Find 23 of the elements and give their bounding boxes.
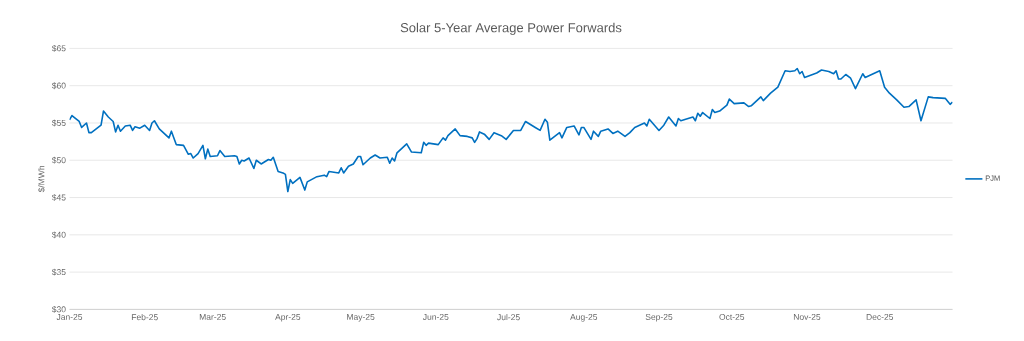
y-tick-label: $35 — [51, 268, 66, 276]
x-tick-label: Feb-25 — [131, 313, 158, 321]
y-tick-label: $55 — [51, 119, 66, 127]
x-tick-label: Oct-25 — [719, 313, 745, 320]
x-tick-label: Nov-25 — [793, 313, 821, 320]
y-tick-label: $50 — [51, 156, 66, 164]
x-tick-label: Dec-25 — [866, 313, 894, 320]
y-tick-label: $30 — [51, 305, 66, 313]
x-tick-label: Apr-25 — [275, 313, 301, 322]
x-tick-label: May-25 — [347, 313, 375, 322]
y-tick-label: $60 — [51, 82, 66, 90]
x-tick-label: Jun-25 — [422, 313, 449, 320]
x-tick-label: Mar-25 — [199, 313, 226, 320]
line-series — [69, 67, 953, 193]
chart-title: Solar 5-Year Average Power Forwards — [400, 22, 622, 35]
y-tick-label: $65 — [51, 44, 66, 52]
x-tick-label: Sep-25 — [645, 313, 673, 322]
x-tick-label: Jan-25 — [56, 313, 83, 320]
y-tick-label: $45 — [51, 194, 66, 201]
y-axis-title: $/MWh — [38, 166, 45, 193]
x-tick-label: Aug-25 — [570, 313, 598, 322]
y-tick-label: $40 — [51, 231, 66, 239]
x-tick-label: Jul-25 — [497, 313, 520, 321]
